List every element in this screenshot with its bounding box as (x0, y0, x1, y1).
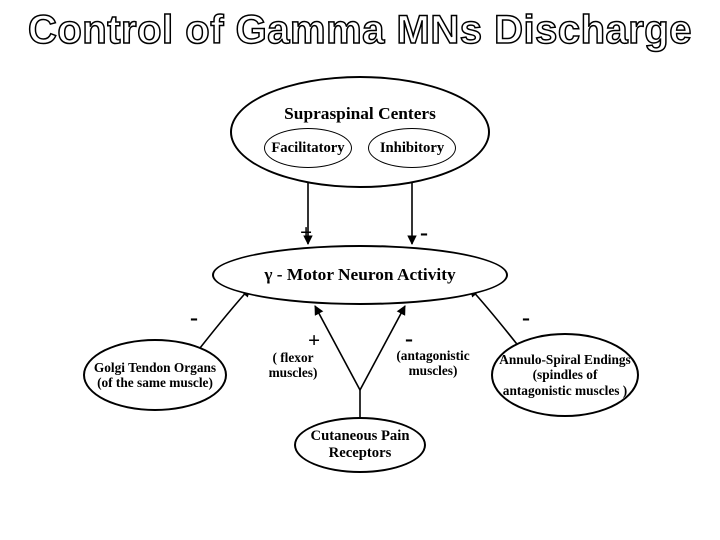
label-flexor-muscles: ( flexor muscles) (248, 350, 338, 381)
sign-plus-facilitatory: + (300, 220, 312, 245)
supraspinal-label: Supraspinal Centers (238, 104, 482, 124)
gamma-label: γ - Motor Neuron Activity (264, 265, 455, 285)
label-antagonistic-muscles: (antagonistic muscles) (386, 348, 480, 379)
node-gamma-motor-neuron: γ - Motor Neuron Activity (212, 245, 508, 305)
page-title: Control of Gamma MNs Discharge (0, 8, 720, 53)
annulo-label: Annulo-Spiral Endings (spindles of antag… (499, 352, 631, 398)
node-inhibitory: Inhibitory (368, 128, 456, 168)
cutaneous-label: Cutaneous Pain Receptors (302, 428, 418, 462)
inhibitory-label: Inhibitory (380, 140, 444, 157)
diagram-canvas: Supraspinal Centers Facilitatory Inhibit… (90, 70, 630, 500)
golgi-label: Golgi Tendon Organs (of the same muscle) (91, 360, 219, 391)
sign-minus-antagonistic: - (405, 326, 413, 353)
node-annulo-spiral-endings: Annulo-Spiral Endings (spindles of antag… (491, 333, 639, 417)
facilitatory-label: Facilitatory (271, 140, 344, 157)
sign-minus-golgi: - (190, 305, 198, 332)
sign-minus-annulo: - (522, 305, 530, 332)
sign-minus-inhibitory: - (420, 220, 428, 247)
node-cutaneous-pain-receptors: Cutaneous Pain Receptors (294, 417, 426, 473)
node-supraspinal-centers: Supraspinal Centers (230, 76, 490, 188)
sign-plus-flexor: + (308, 328, 320, 353)
node-golgi-tendon-organs: Golgi Tendon Organs (of the same muscle) (83, 339, 227, 411)
node-facilitatory: Facilitatory (264, 128, 352, 168)
